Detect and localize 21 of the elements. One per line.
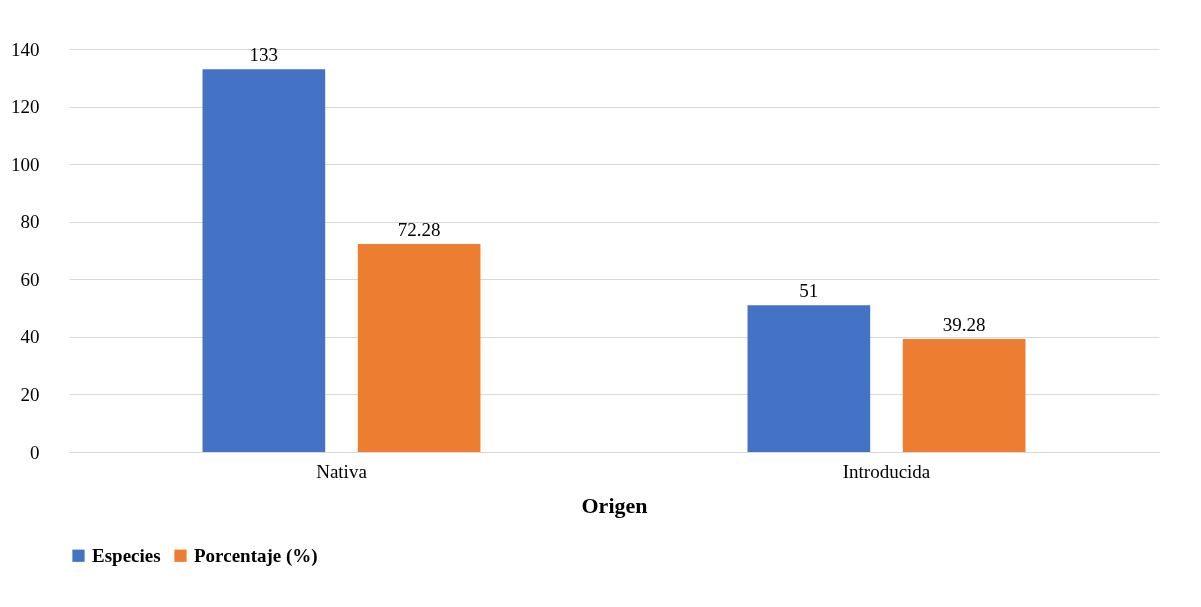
y-tick-label: 60 <box>20 268 40 290</box>
bar <box>902 338 1026 452</box>
x-tick-label: Introducida <box>842 460 931 482</box>
legend-label: Porcentaje (%) <box>194 544 318 567</box>
y-tick-label: 20 <box>20 383 40 405</box>
bar <box>202 69 326 452</box>
data-label: 72.28 <box>397 218 441 240</box>
y-tick-label: 100 <box>11 153 40 175</box>
bar <box>747 305 871 452</box>
data-label: 133 <box>249 44 279 66</box>
legend-label: Especies <box>92 544 161 566</box>
y-tick-label: 40 <box>20 326 40 348</box>
x-tick-label: Nativa <box>316 460 368 482</box>
data-label: 51 <box>799 280 819 302</box>
y-tick-label: 140 <box>11 38 40 60</box>
data-label: 39.28 <box>942 313 986 335</box>
y-tick-label: 0 <box>30 441 40 463</box>
y-tick-label: 120 <box>11 96 40 118</box>
x-axis-title: Origen <box>581 492 648 518</box>
bar <box>357 243 481 452</box>
y-tick-label: 80 <box>20 211 40 233</box>
